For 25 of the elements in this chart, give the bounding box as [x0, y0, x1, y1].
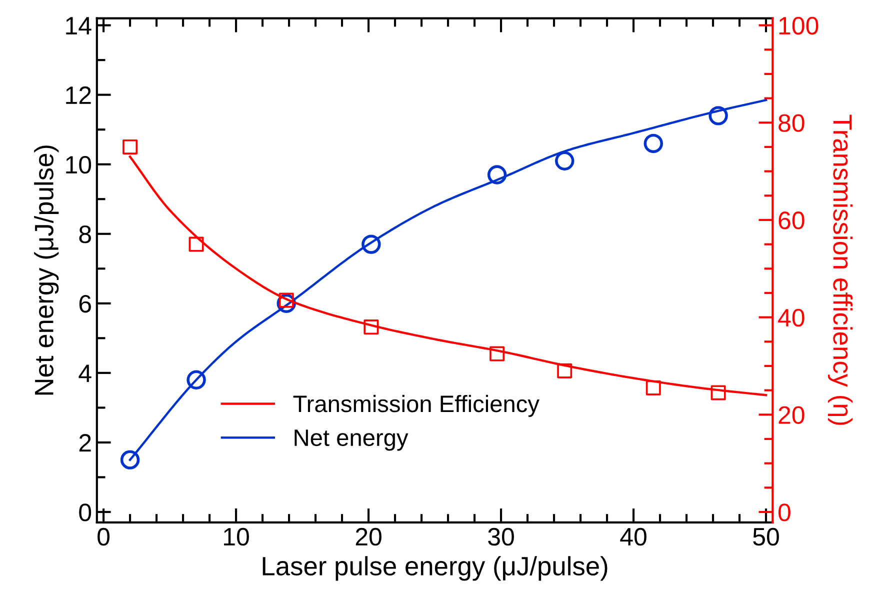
y2-tick-label: 40	[778, 308, 804, 327]
x-tick-label: 50	[753, 528, 779, 546]
y2-tick-label: 100	[779, 16, 818, 35]
y-axis-title: Net energy (μJ/pulse)	[34, 146, 59, 395]
x-tick-label: 20	[356, 528, 382, 546]
y-tick-label: 14	[66, 17, 92, 34]
x-tick-label: 30	[488, 528, 514, 546]
x-tick-label: 10	[224, 528, 249, 546]
y2-tick-label: 60	[778, 212, 804, 230]
legend-label: Net energy	[294, 430, 408, 451]
y2-tick-label: 0	[778, 504, 790, 522]
y2-axis-title: Transmission efficiency (η)	[828, 114, 853, 425]
y2-tick-label: 80	[778, 114, 804, 132]
y-tick-label: 12	[66, 86, 91, 104]
y-tick-label: 0	[79, 504, 92, 522]
y-tick-label: 8	[79, 225, 91, 244]
x-tick-label: 0	[98, 528, 110, 546]
y-tick-label: 2	[79, 434, 91, 452]
y-tick-label: 10	[66, 156, 92, 174]
y-tick-label: 6	[79, 294, 91, 313]
y2-tick-label: 20	[778, 406, 804, 424]
y-tick-label: 4	[78, 364, 92, 382]
x-tick-label: 40	[620, 528, 646, 546]
legend-label: Transmission Efficiency	[293, 394, 540, 417]
x-axis-title: Laser pulse energy (μJ/pulse)	[262, 556, 608, 581]
